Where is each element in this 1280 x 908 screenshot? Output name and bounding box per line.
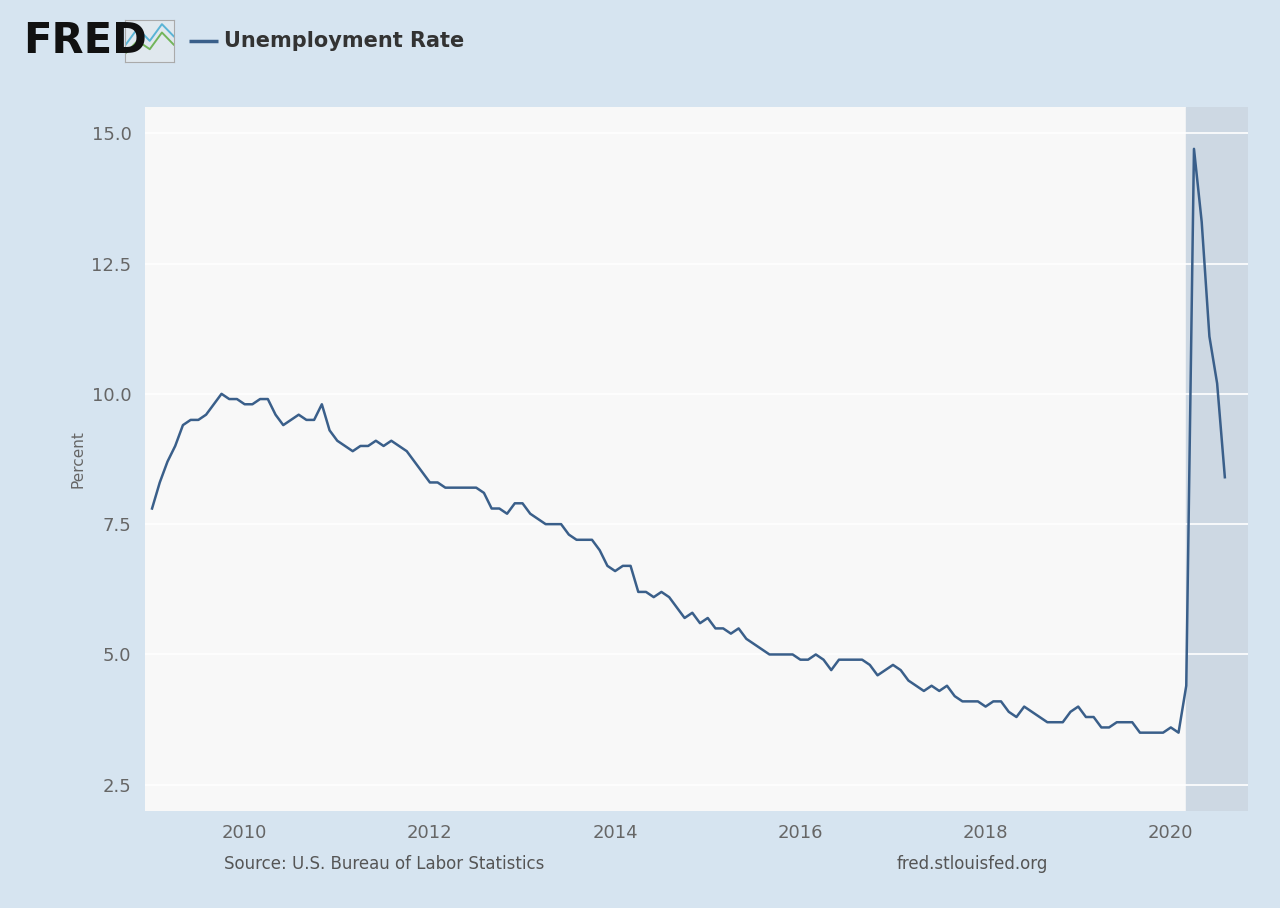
Text: FRED: FRED [23, 20, 147, 62]
Bar [1187, 107, 1248, 811]
Text: Source: U.S. Bureau of Labor Statistics: Source: U.S. Bureau of Labor Statistics [224, 855, 544, 873]
Text: fred.stlouisfed.org: fred.stlouisfed.org [897, 855, 1048, 873]
Text: Unemployment Rate: Unemployment Rate [224, 31, 465, 51]
Y-axis label: Percent: Percent [70, 430, 86, 488]
